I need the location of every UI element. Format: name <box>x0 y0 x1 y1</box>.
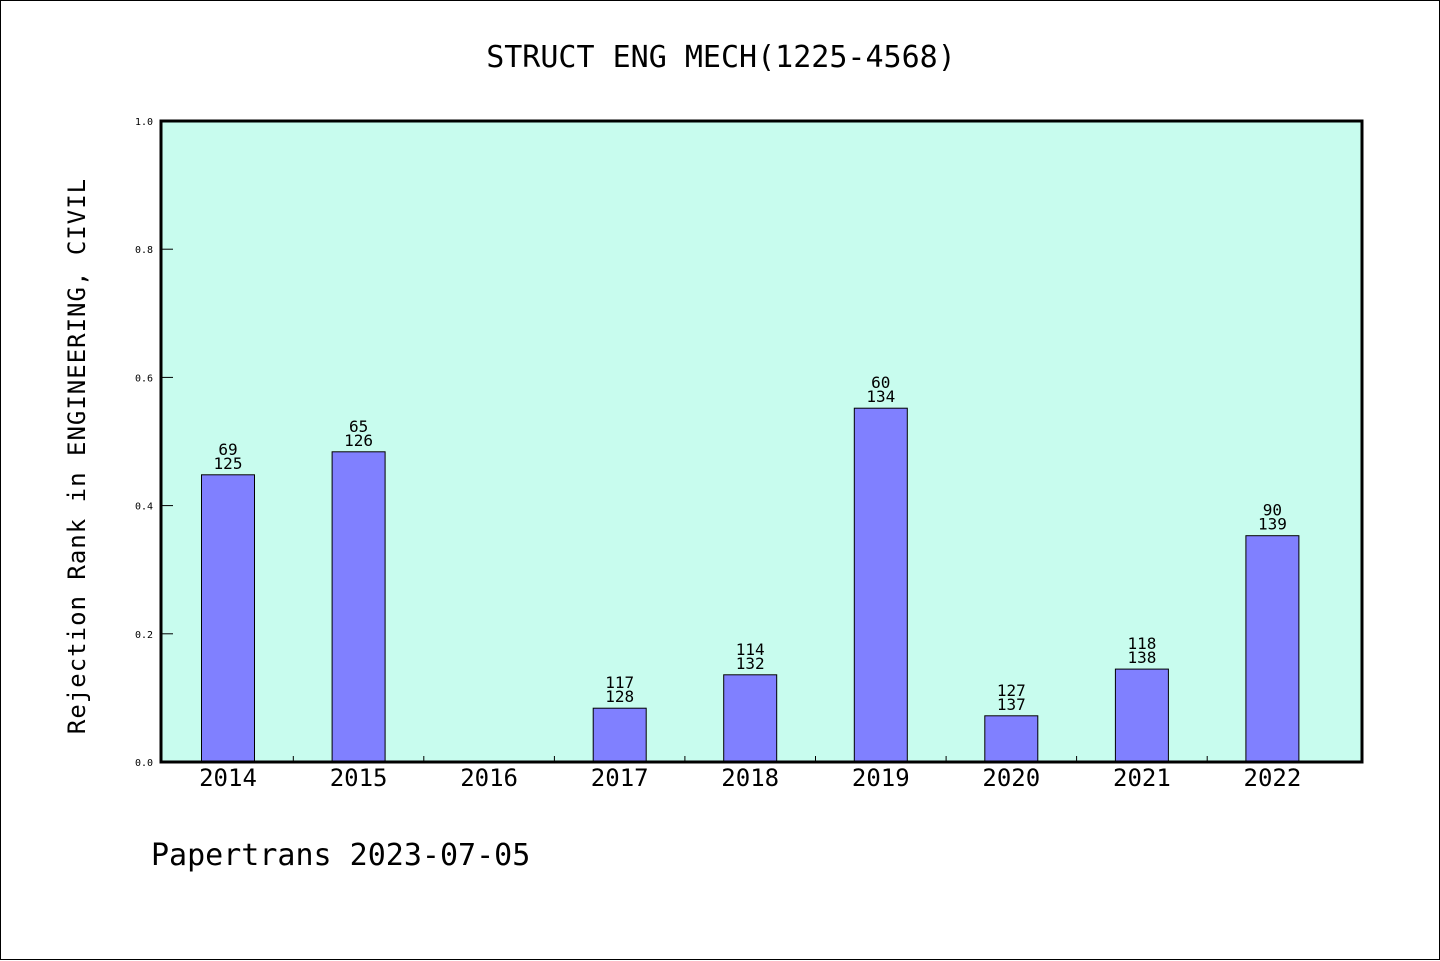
bar-2020 <box>984 715 1039 763</box>
data-label-bottom-2017: 128 <box>605 687 634 706</box>
bar-2021 <box>1114 668 1169 763</box>
data-label-bottom-2022: 139 <box>1258 515 1287 534</box>
data-label-bottom-2020: 137 <box>997 695 1026 714</box>
y-axis-label: Rejection Rank in ENGINEERING, CIVIL <box>63 178 91 734</box>
data-label-bottom-2021: 138 <box>1127 648 1156 667</box>
y-tick-label-0.4: 0.4 <box>135 502 153 513</box>
x-tick-label-2020: 2020 <box>982 764 1040 792</box>
data-label-top-2018: 114 <box>736 640 765 659</box>
data-label-top-2015: 65 <box>349 417 368 436</box>
x-tick-label-2017: 2017 <box>591 764 649 792</box>
x-tick-label-2018: 2018 <box>721 764 779 792</box>
data-label-top-2019: 60 <box>871 373 890 392</box>
x-tick-label-2022: 2022 <box>1244 764 1302 792</box>
x-tick-label-2019: 2019 <box>852 764 910 792</box>
data-label-bottom-2015: 126 <box>344 431 373 450</box>
bar-2018 <box>723 674 778 763</box>
bars-layer <box>201 407 1300 763</box>
y-tick-label-0.6: 0.6 <box>135 373 153 384</box>
bar-2022 <box>1245 535 1300 763</box>
data-label-top-2021: 118 <box>1127 634 1156 653</box>
y-tick-label-0.0: 0.0 <box>135 758 153 769</box>
data-label-top-2020: 127 <box>997 681 1026 700</box>
plot-border <box>159 119 1364 764</box>
chart-title: STRUCT ENG MECH(1225-4568) <box>486 40 956 75</box>
x-tick-label-2015: 2015 <box>330 764 388 792</box>
data-label-top-2014: 69 <box>218 440 237 459</box>
footer-text: Papertrans 2023-07-05 <box>151 838 530 873</box>
x-tick-label-2014: 2014 <box>199 764 257 792</box>
bar-2019 <box>853 407 908 763</box>
x-tick-label-2021: 2021 <box>1113 764 1171 792</box>
bar-2017 <box>592 707 647 763</box>
data-label-top-2022: 90 <box>1263 501 1282 520</box>
y-tick-label-0.8: 0.8 <box>135 245 153 256</box>
y-tick-label-0.2: 0.2 <box>135 630 153 641</box>
data-label-bottom-2019: 134 <box>866 387 895 406</box>
bar-2014 <box>201 474 255 763</box>
data-label-bottom-2018: 132 <box>736 654 765 673</box>
x-axis: 2014 2015 2016 2017 2018 2019 2020 2021 2022 <box>199 756 1301 792</box>
data-label-top-2017: 117 <box>605 673 634 692</box>
data-label-bottom-2014: 125 <box>214 454 243 473</box>
x-tick-label-2016: 2016 <box>460 764 518 792</box>
y-tick-label-1.0: 1.0 <box>135 117 153 128</box>
bar-2015 <box>331 451 386 763</box>
